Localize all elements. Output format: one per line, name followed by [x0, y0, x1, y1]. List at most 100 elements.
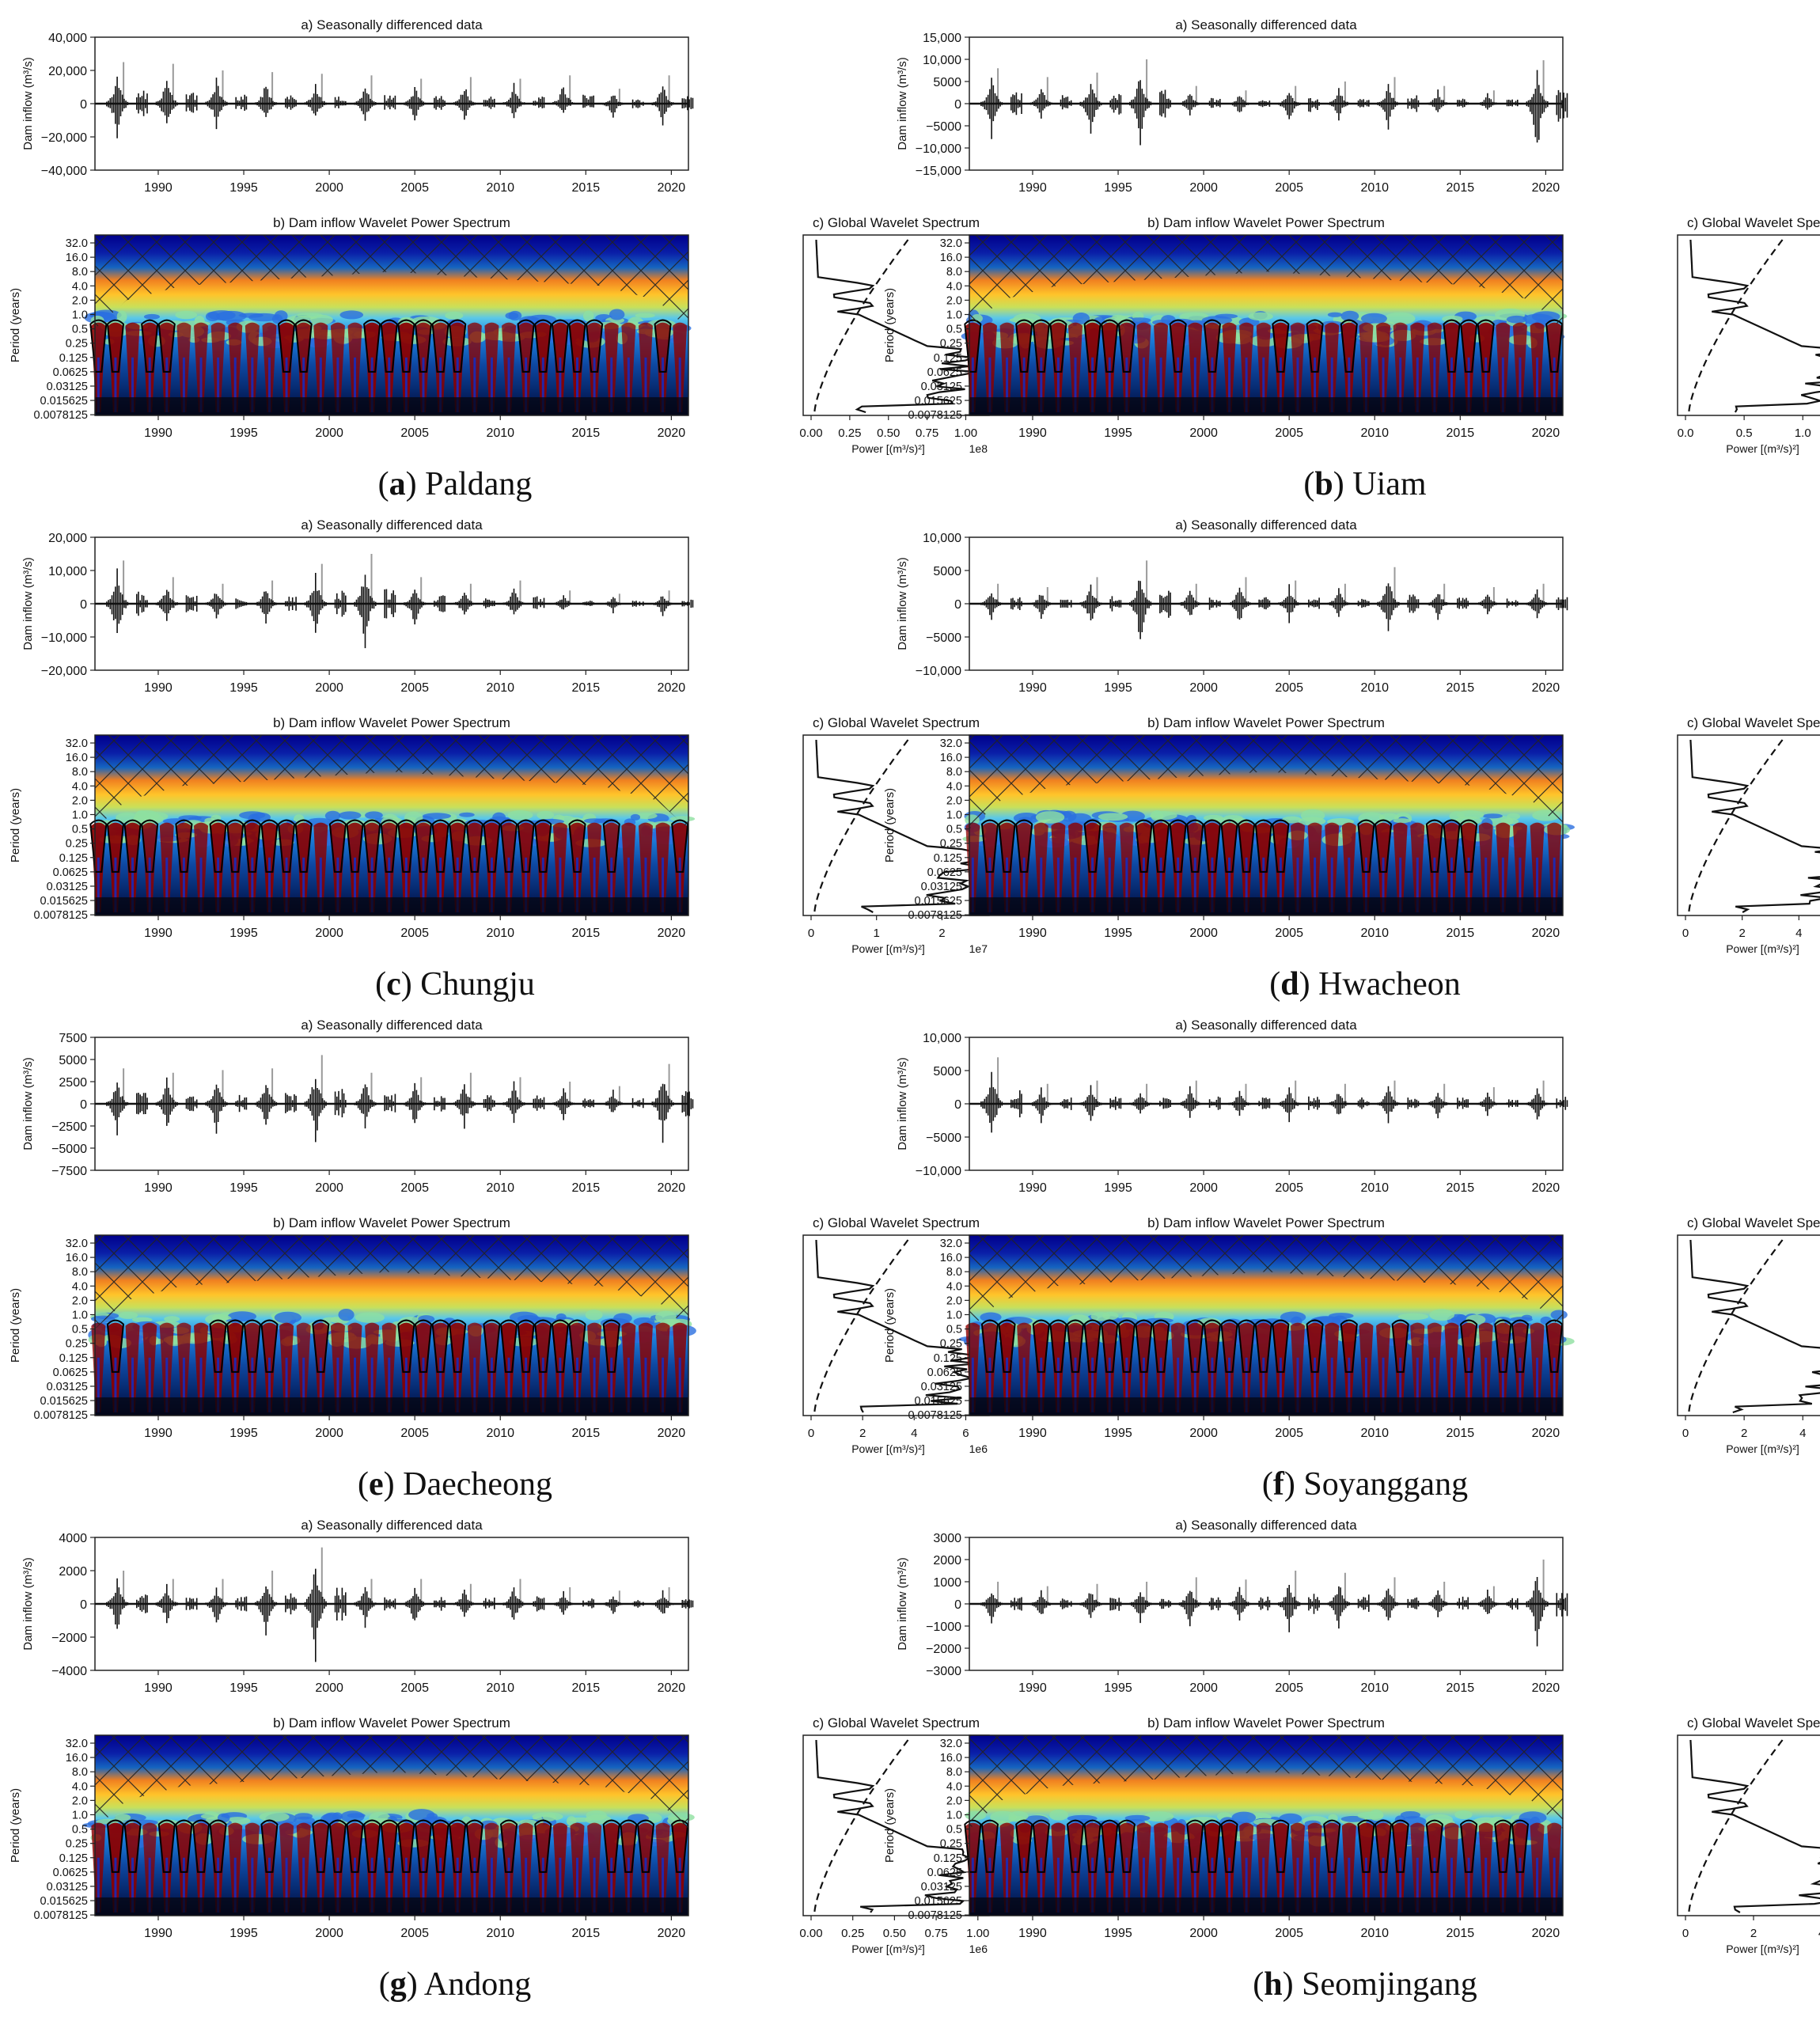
- wavelet-speckle: [340, 1810, 365, 1823]
- wavelet-low-column: [267, 357, 271, 412]
- global-xtick-label: 0.25: [841, 1927, 864, 1940]
- series-xtick-label: 2015: [572, 1181, 601, 1195]
- wavelet-significance-contour: [1032, 1319, 1050, 1373]
- wavelet-low-column: [627, 1357, 630, 1412]
- wavelet-low-column: [1193, 857, 1196, 912]
- wavelet-speckle: [1455, 1314, 1467, 1326]
- wavelet-axes-frame: [969, 234, 1564, 416]
- wavelet-xtick-label: 2000: [315, 927, 343, 940]
- wavelet-xtick-label: 2005: [1275, 927, 1303, 940]
- wavelet-low-column: [1159, 1357, 1162, 1412]
- wavelet-low-column: [97, 357, 100, 412]
- wavelet-significance-contour: [1254, 1319, 1272, 1373]
- series-xtick-label: 2005: [1275, 1681, 1303, 1695]
- wavelet-low-column: [971, 857, 974, 912]
- wavelet-low-column: [1262, 357, 1265, 412]
- wavelet-low-column: [1399, 857, 1402, 912]
- caption-letter: e: [368, 1466, 384, 1503]
- series-ytick-label: 0: [954, 1598, 961, 1612]
- wavelet-low-column: [97, 1357, 100, 1412]
- wavelet-significance-contour: [397, 1319, 415, 1373]
- wavelet-low-column: [1022, 857, 1026, 912]
- caption-station: Soyanggang: [1303, 1466, 1469, 1503]
- wavelet-significance-contour: [483, 1319, 501, 1373]
- wavelet-significance-contour: [1117, 1319, 1136, 1373]
- wavelet-speckle: [338, 811, 362, 820]
- wavelet-significance-contour: [449, 1319, 467, 1373]
- wavelet-xtick-label: 2005: [1275, 426, 1303, 440]
- wavelet-ytick-label: 4.0: [946, 780, 962, 793]
- global-significance-line: [1688, 239, 1784, 413]
- wavelet-low-column: [490, 1357, 493, 1412]
- wavelet-low-column: [1006, 1357, 1009, 1412]
- wavelet-low-column: [1450, 1857, 1454, 1912]
- wavelet-ytick-label: 0.03125: [47, 381, 88, 393]
- wavelet-significance-contour: [998, 1319, 1016, 1373]
- wavelet-panel-title: b) Dam inflow Wavelet Power Spectrum: [1147, 1215, 1385, 1230]
- wavelet-significance-contour: [1186, 819, 1204, 873]
- global-exponent: 1e8: [969, 442, 988, 455]
- series-ytick-label: 2000: [59, 1565, 87, 1579]
- wavelet-significance-contour: [431, 1319, 449, 1373]
- wavelet-low-column: [1159, 357, 1162, 412]
- global-significance-line: [1688, 739, 1784, 913]
- wavelet-low-column: [1108, 1857, 1111, 1912]
- wavelet-low-column: [422, 1357, 425, 1412]
- wavelet-low-column: [473, 357, 476, 412]
- series-ytick-label: 5000: [933, 565, 961, 578]
- wavelet-xtick-label: 2010: [1360, 1427, 1389, 1440]
- wavelet-ytick-label: 0.015625: [40, 395, 88, 407]
- chart-seomjingang: a) Seasonally differenced data 3000 2000 10…: [883, 1518, 1820, 1955]
- wavelet-low-column: [1519, 357, 1522, 412]
- wavelet-low-column: [1142, 1857, 1145, 1912]
- wavelet-speckle: [1540, 1316, 1552, 1325]
- series-ytick-label: 0: [80, 1098, 87, 1112]
- wavelet-low-column: [610, 357, 613, 412]
- wavelet-significance-contour: [1340, 319, 1358, 373]
- wavelet-ylabel: Period (years): [883, 788, 897, 862]
- wavelet-speckle: [259, 1811, 290, 1822]
- wavelet-low-column: [233, 1357, 237, 1412]
- series-ytick-label: 5000: [59, 1054, 87, 1067]
- wavelet-xtick-label: 2010: [1360, 927, 1389, 940]
- wavelet-significance-contour: [1049, 319, 1067, 373]
- wavelet-ytick-label: 0.015625: [40, 895, 88, 908]
- wavelet-speckle: [459, 812, 475, 817]
- wavelet-low-column: [1348, 1857, 1351, 1912]
- wavelet-speckle: [505, 312, 519, 320]
- series-seasonal-line: [997, 560, 1545, 604]
- wavelet-significance-contour: [1032, 319, 1050, 373]
- wavelet-speckle: [1454, 1810, 1473, 1820]
- wavelet-low-column: [1399, 1357, 1402, 1412]
- wavelet-significance-contour: [1135, 1319, 1153, 1373]
- wavelet-ylabel: Period (years): [9, 1288, 22, 1363]
- wavelet-xtick-label: 2010: [486, 927, 514, 940]
- series-xtick-label: 2000: [315, 1181, 343, 1195]
- global-xtick-label: 2: [859, 1427, 866, 1440]
- wavelet-speckle: [1506, 315, 1527, 324]
- wavelet-speckle: [609, 309, 625, 320]
- wavelet-low-column: [1467, 857, 1470, 912]
- wavelet-speckle: [119, 1311, 138, 1319]
- wavelet-speckle: [115, 1814, 131, 1821]
- wavelet-significance-contour: [260, 1319, 279, 1373]
- wavelet-ytick-label: 8.0: [946, 266, 962, 279]
- wavelet-significance-contour: [157, 319, 176, 373]
- wavelet-low-column: [165, 857, 169, 912]
- wavelet-xtick-label: 1990: [144, 927, 173, 940]
- wavelet-xtick-label: 2005: [1275, 1427, 1303, 1440]
- wavelet-low-column: [199, 1357, 203, 1412]
- wavelet-significance-contour: [1220, 1819, 1238, 1873]
- wavelet-low-column: [593, 357, 596, 412]
- wavelet-low-column: [1553, 1857, 1556, 1912]
- wavelet-speckle: [418, 1315, 435, 1324]
- wavelet-ytick-label: 4.0: [946, 1780, 962, 1793]
- wavelet-xtick-label: 1995: [229, 426, 258, 440]
- wavelet-bottom-band: [95, 1897, 688, 1916]
- wavelet-low-column: [1416, 357, 1419, 412]
- wavelet-speckle: [1482, 813, 1503, 819]
- wavelet-low-column: [131, 357, 135, 412]
- wavelet-significance-contour: [1083, 319, 1101, 373]
- wavelet-significance-contour: [260, 819, 279, 873]
